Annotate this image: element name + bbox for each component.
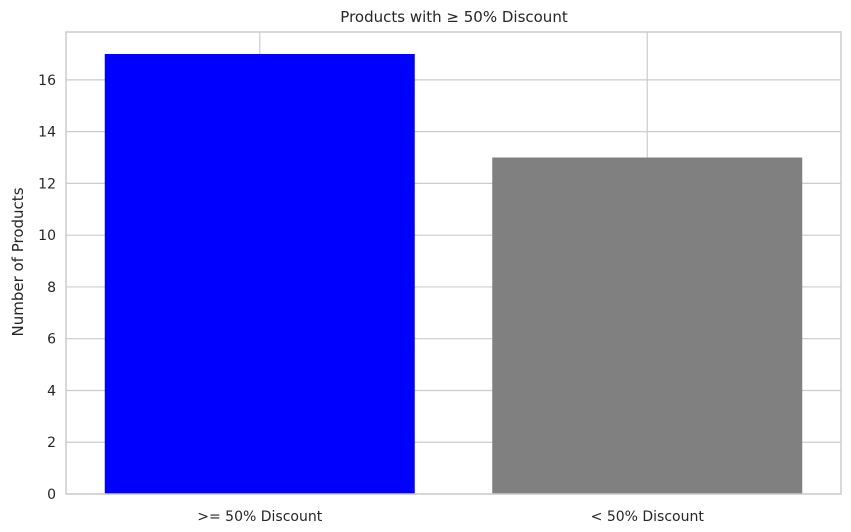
tick-labels: 0 2 4 6 8 10 12 14 16 >= 50% Discount < 50% Discou… [38,73,704,525]
bars [104,54,803,494]
y-tick-label: 8 [47,280,56,296]
bar [104,54,415,494]
y-tick-label: 14 [38,125,56,141]
x-tick-label: < 50% Discount [591,509,705,525]
bar [492,157,803,494]
y-tick-label: 10 [38,228,56,244]
y-tick-label: 0 [47,487,56,503]
y-tick-label: 16 [38,73,56,89]
x-tick-label: >= 50% Discount [197,509,322,525]
y-tick-label: 12 [38,176,56,192]
y-tick-label: 4 [47,383,56,399]
plot-frame [65,31,842,495]
y-tick-label: 6 [47,332,56,348]
y-axis-label: Number of Products [9,187,27,336]
chart-title: Products with ≥ 50% Discount [340,8,568,26]
y-tick-label: 2 [47,435,56,451]
